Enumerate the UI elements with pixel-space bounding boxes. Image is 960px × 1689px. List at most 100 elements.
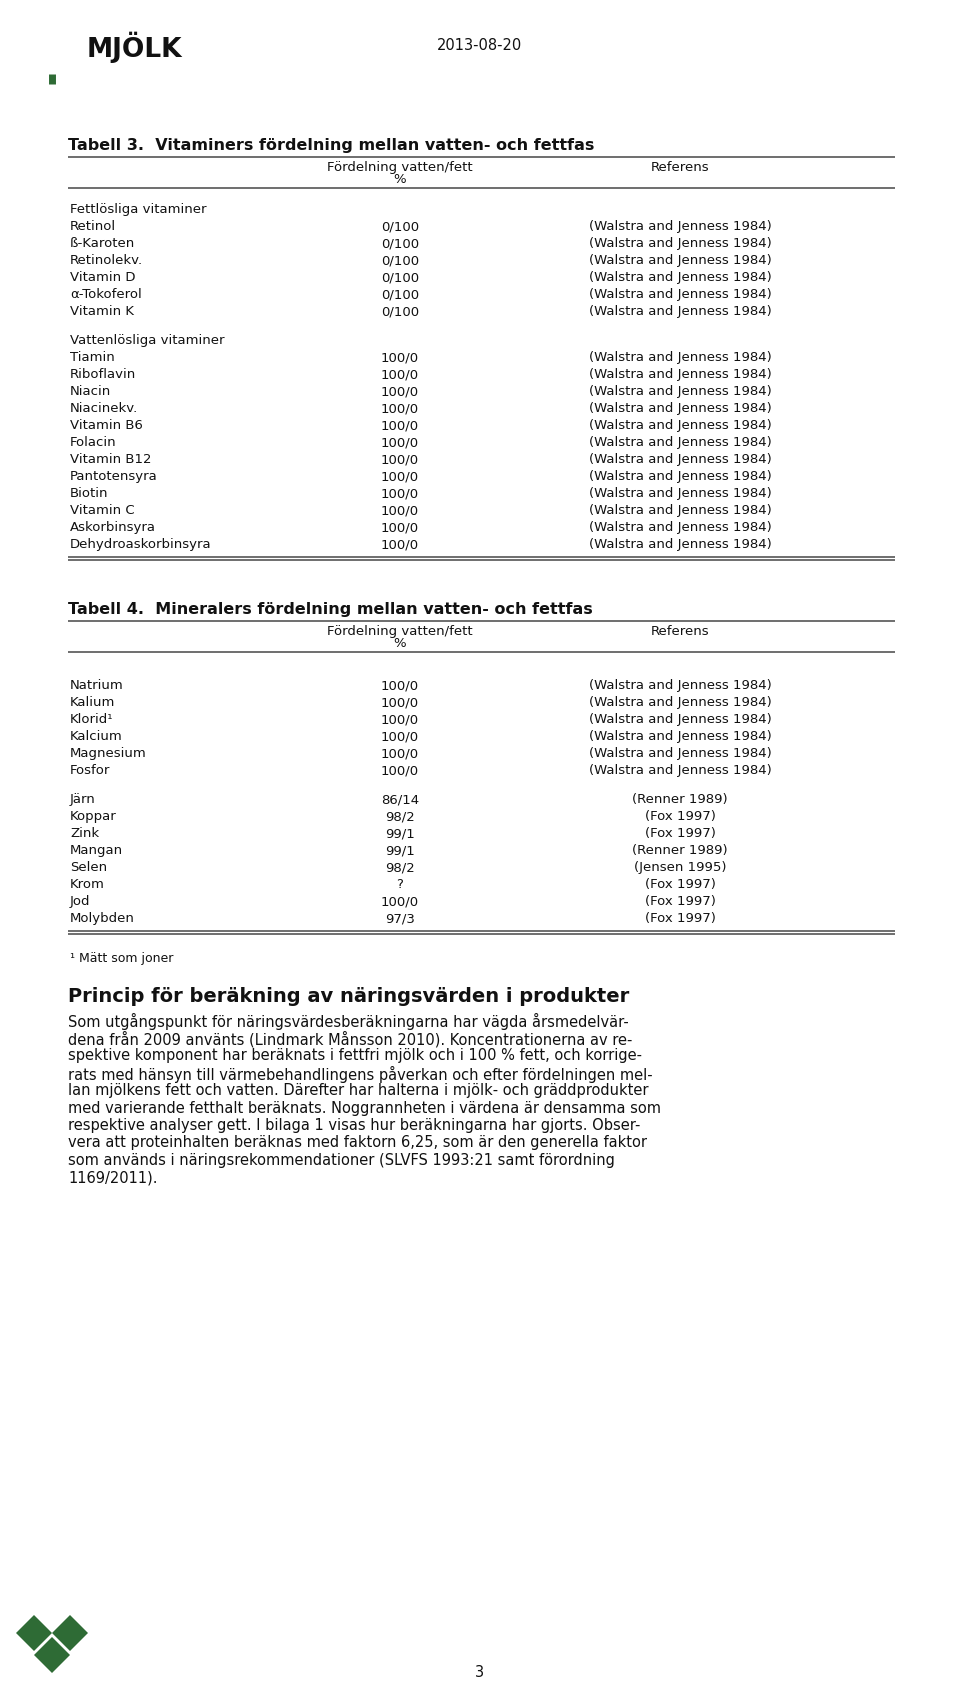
Text: 100/0: 100/0 bbox=[381, 763, 420, 777]
Text: Magnesium: Magnesium bbox=[70, 747, 147, 760]
Text: 100/0: 100/0 bbox=[381, 539, 420, 551]
Text: (Walstra and Jenness 1984): (Walstra and Jenness 1984) bbox=[588, 679, 772, 692]
Text: Vitamin K: Vitamin K bbox=[70, 306, 134, 318]
Text: ¹ Mätt som joner: ¹ Mätt som joner bbox=[70, 953, 174, 964]
Text: %: % bbox=[394, 637, 406, 650]
Text: 100/0: 100/0 bbox=[381, 713, 420, 726]
Text: 2013-08-20: 2013-08-20 bbox=[438, 37, 522, 52]
Text: (Walstra and Jenness 1984): (Walstra and Jenness 1984) bbox=[588, 730, 772, 743]
Text: vera att proteinhalten beräknas med faktorn 6,25, som är den generella faktor: vera att proteinhalten beräknas med fakt… bbox=[68, 1135, 647, 1150]
Text: Princip för beräkning av näringsvärden i produkter: Princip för beräkning av näringsvärden i… bbox=[68, 986, 629, 1007]
Text: 100/0: 100/0 bbox=[381, 402, 420, 415]
Text: Fördelning vatten/fett: Fördelning vatten/fett bbox=[327, 160, 473, 174]
Text: Fosfor: Fosfor bbox=[70, 763, 110, 777]
Text: (Walstra and Jenness 1984): (Walstra and Jenness 1984) bbox=[588, 402, 772, 415]
Text: Kalium: Kalium bbox=[70, 696, 115, 709]
Text: ß-Karoten: ß-Karoten bbox=[70, 236, 135, 250]
Text: (Walstra and Jenness 1984): (Walstra and Jenness 1984) bbox=[588, 351, 772, 365]
Text: %: % bbox=[394, 172, 406, 186]
Text: Molybden: Molybden bbox=[70, 912, 134, 926]
Text: Zink: Zink bbox=[70, 828, 99, 839]
Text: Mangan: Mangan bbox=[70, 844, 123, 856]
Text: (Walstra and Jenness 1984): (Walstra and Jenness 1984) bbox=[588, 419, 772, 432]
Text: 100/0: 100/0 bbox=[381, 486, 420, 500]
Text: (Walstra and Jenness 1984): (Walstra and Jenness 1984) bbox=[588, 763, 772, 777]
Text: (Walstra and Jenness 1984): (Walstra and Jenness 1984) bbox=[588, 253, 772, 267]
Text: Kalcium: Kalcium bbox=[70, 730, 123, 743]
Text: (Walstra and Jenness 1984): (Walstra and Jenness 1984) bbox=[588, 486, 772, 500]
Text: (Walstra and Jenness 1984): (Walstra and Jenness 1984) bbox=[588, 713, 772, 726]
Text: (Jensen 1995): (Jensen 1995) bbox=[634, 861, 727, 873]
Text: 3: 3 bbox=[475, 1665, 485, 1681]
Text: lan mjölkens fett och vatten. Därefter har halterna i mjölk- och gräddprodukter: lan mjölkens fett och vatten. Därefter h… bbox=[68, 1083, 649, 1098]
Text: 0/100: 0/100 bbox=[381, 289, 420, 301]
Text: Krom: Krom bbox=[70, 878, 105, 892]
Text: (Walstra and Jenness 1984): (Walstra and Jenness 1984) bbox=[588, 503, 772, 517]
Text: 100/0: 100/0 bbox=[381, 436, 420, 449]
Text: rats med hänsyn till värmebehandlingens påverkan och efter fördelningen mel-: rats med hänsyn till värmebehandlingens … bbox=[68, 1066, 653, 1083]
Text: Biotin: Biotin bbox=[70, 486, 108, 500]
Text: (Walstra and Jenness 1984): (Walstra and Jenness 1984) bbox=[588, 220, 772, 233]
Text: 0/100: 0/100 bbox=[381, 220, 420, 233]
Text: (Fox 1997): (Fox 1997) bbox=[644, 828, 715, 839]
Text: Niacinekv.: Niacinekv. bbox=[70, 402, 138, 415]
Text: 0/100: 0/100 bbox=[381, 306, 420, 318]
Text: Järn: Järn bbox=[70, 794, 96, 806]
Text: 98/2: 98/2 bbox=[385, 861, 415, 873]
Text: Tabell 3.  Vitaminers fördelning mellan vatten- och fettfas: Tabell 3. Vitaminers fördelning mellan v… bbox=[68, 138, 594, 154]
Text: Riboflavin: Riboflavin bbox=[70, 368, 136, 382]
Text: Som utgångspunkt för näringsvärdesberäkningarna har vägda årsmedelvär-: Som utgångspunkt för näringsvärdesberäkn… bbox=[68, 1013, 629, 1030]
Text: Retinol: Retinol bbox=[70, 220, 116, 233]
Text: 86/14: 86/14 bbox=[381, 794, 420, 806]
Text: (Walstra and Jenness 1984): (Walstra and Jenness 1984) bbox=[588, 696, 772, 709]
Text: (Walstra and Jenness 1984): (Walstra and Jenness 1984) bbox=[588, 306, 772, 318]
Text: (Renner 1989): (Renner 1989) bbox=[633, 794, 728, 806]
Text: (Walstra and Jenness 1984): (Walstra and Jenness 1984) bbox=[588, 385, 772, 399]
Text: 99/1: 99/1 bbox=[385, 828, 415, 839]
Text: Niacin: Niacin bbox=[70, 385, 111, 399]
Polygon shape bbox=[34, 1637, 70, 1674]
Text: 100/0: 100/0 bbox=[381, 895, 420, 909]
Text: 100/0: 100/0 bbox=[381, 368, 420, 382]
Text: 100/0: 100/0 bbox=[381, 351, 420, 365]
Text: L: L bbox=[31, 51, 37, 61]
Text: α-Tokoferol: α-Tokoferol bbox=[70, 289, 142, 301]
Text: (Walstra and Jenness 1984): (Walstra and Jenness 1984) bbox=[588, 747, 772, 760]
Text: Vitamin C: Vitamin C bbox=[70, 503, 134, 517]
Text: Vitamin B12: Vitamin B12 bbox=[70, 453, 152, 466]
Text: 100/0: 100/0 bbox=[381, 470, 420, 483]
Text: Fettlösliga vitaminer: Fettlösliga vitaminer bbox=[70, 203, 206, 216]
Text: Jod: Jod bbox=[70, 895, 90, 909]
Text: 100/0: 100/0 bbox=[381, 747, 420, 760]
Text: 100/0: 100/0 bbox=[381, 696, 420, 709]
Text: Selen: Selen bbox=[70, 861, 108, 873]
Text: 100/0: 100/0 bbox=[381, 419, 420, 432]
Text: 100/0: 100/0 bbox=[381, 730, 420, 743]
Text: 98/2: 98/2 bbox=[385, 811, 415, 823]
Text: spektive komponent har beräknats i fettfri mjölk och i 100 % fett, och korrige-: spektive komponent har beräknats i fettf… bbox=[68, 1047, 642, 1062]
Text: Koppar: Koppar bbox=[70, 811, 117, 823]
Text: ?: ? bbox=[396, 878, 403, 892]
Text: Dehydroaskorbinsyra: Dehydroaskorbinsyra bbox=[70, 539, 211, 551]
Text: (Walstra and Jenness 1984): (Walstra and Jenness 1984) bbox=[588, 470, 772, 483]
Text: 97/3: 97/3 bbox=[385, 912, 415, 926]
Text: Tiamin: Tiamin bbox=[70, 351, 115, 365]
Text: Natrium: Natrium bbox=[70, 679, 124, 692]
Text: respektive analyser gett. I bilaga 1 visas hur beräkningarna har gjorts. Obser-: respektive analyser gett. I bilaga 1 vis… bbox=[68, 1118, 640, 1133]
Text: (Walstra and Jenness 1984): (Walstra and Jenness 1984) bbox=[588, 289, 772, 301]
Polygon shape bbox=[16, 1615, 52, 1652]
Text: 100/0: 100/0 bbox=[381, 385, 420, 399]
Text: Folacin: Folacin bbox=[70, 436, 116, 449]
Text: Klorid¹: Klorid¹ bbox=[70, 713, 113, 726]
Text: (Walstra and Jenness 1984): (Walstra and Jenness 1984) bbox=[588, 236, 772, 250]
Text: (Walstra and Jenness 1984): (Walstra and Jenness 1984) bbox=[588, 270, 772, 284]
Text: 100/0: 100/0 bbox=[381, 453, 420, 466]
Text: (Walstra and Jenness 1984): (Walstra and Jenness 1984) bbox=[588, 520, 772, 534]
Text: Tabell 4.  Mineralers fördelning mellan vatten- och fettfas: Tabell 4. Mineralers fördelning mellan v… bbox=[68, 601, 592, 616]
Text: 0/100: 0/100 bbox=[381, 270, 420, 284]
Text: F: F bbox=[66, 51, 74, 61]
Text: 100/0: 100/0 bbox=[381, 520, 420, 534]
Text: (Walstra and Jenness 1984): (Walstra and Jenness 1984) bbox=[588, 539, 772, 551]
Text: (Renner 1989): (Renner 1989) bbox=[633, 844, 728, 856]
Text: (Walstra and Jenness 1984): (Walstra and Jenness 1984) bbox=[588, 436, 772, 449]
